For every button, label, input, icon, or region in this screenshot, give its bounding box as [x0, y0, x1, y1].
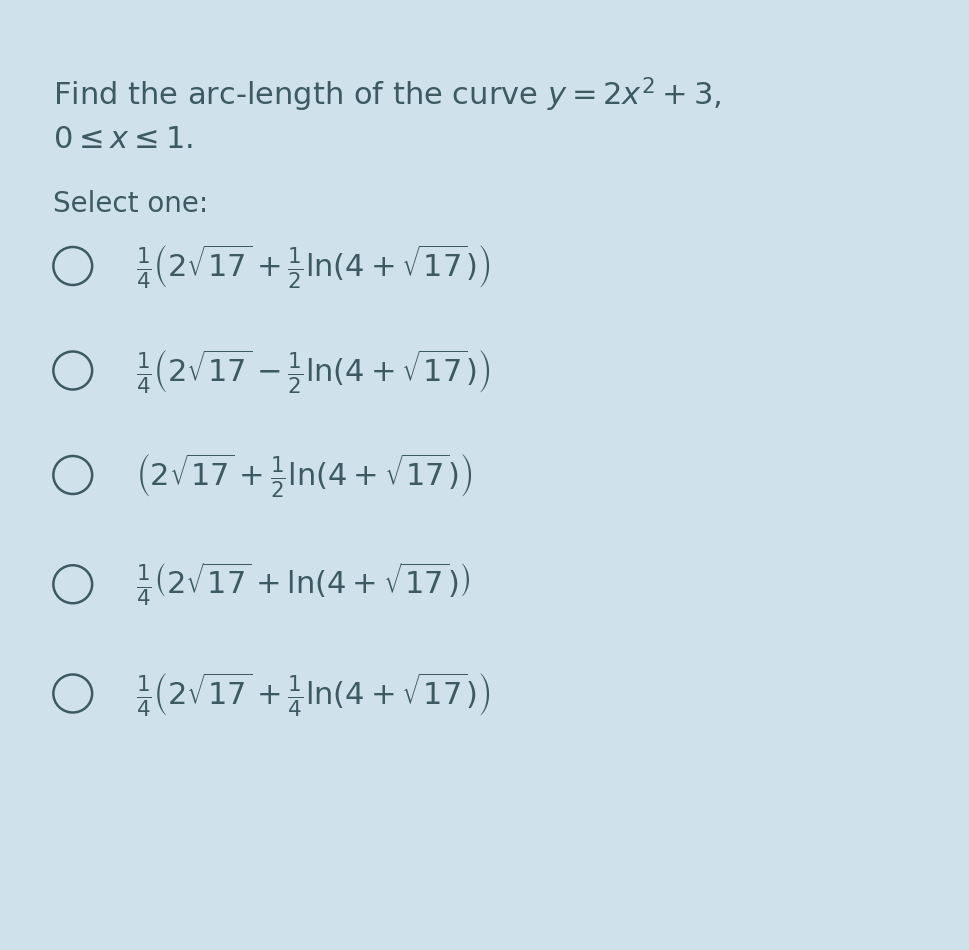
Text: $\left(2\sqrt{17} + \frac{1}{2}\mathrm{ln}(4 + \sqrt{17})\right)$: $\left(2\sqrt{17} + \frac{1}{2}\mathrm{l… [136, 451, 472, 499]
Text: $\frac{1}{4}\left(2\sqrt{17} + \mathrm{ln}(4 + \sqrt{17})\right)$: $\frac{1}{4}\left(2\sqrt{17} + \mathrm{l… [136, 560, 469, 608]
Text: $\frac{1}{4}\left(2\sqrt{17} + \frac{1}{4}\mathrm{ln}(4 + \sqrt{17})\right)$: $\frac{1}{4}\left(2\sqrt{17} + \frac{1}{… [136, 670, 489, 717]
Text: Select one:: Select one: [53, 190, 208, 218]
Text: Find the arc-length of the curve $y = 2x^2 + 3$,: Find the arc-length of the curve $y = 2x… [53, 76, 721, 115]
Text: $\frac{1}{4}\left(2\sqrt{17} + \frac{1}{2}\mathrm{ln}(4 + \sqrt{17})\right)$: $\frac{1}{4}\left(2\sqrt{17} + \frac{1}{… [136, 242, 489, 290]
Text: $0 \leq x \leq 1$.: $0 \leq x \leq 1$. [53, 125, 193, 155]
Text: $\frac{1}{4}\left(2\sqrt{17} - \frac{1}{2}\mathrm{ln}(4 + \sqrt{17})\right)$: $\frac{1}{4}\left(2\sqrt{17} - \frac{1}{… [136, 347, 489, 394]
